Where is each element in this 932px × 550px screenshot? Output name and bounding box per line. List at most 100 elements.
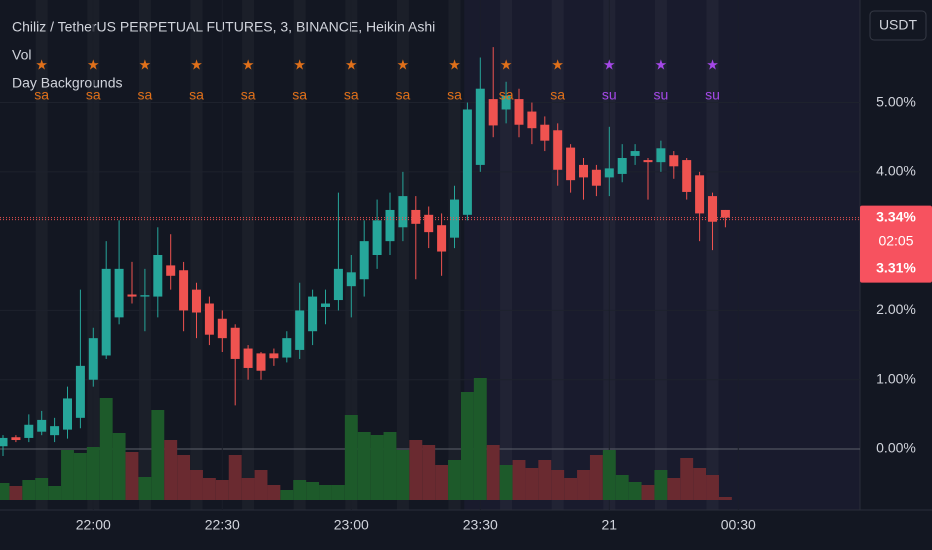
candle-body bbox=[695, 175, 705, 214]
candle-body bbox=[617, 157, 627, 174]
marker-symbol: ★ bbox=[397, 57, 410, 73]
indicator-name[interactable]: Day Backgrounds bbox=[12, 75, 123, 91]
candle-body bbox=[333, 268, 343, 301]
candle-body bbox=[656, 148, 666, 163]
currency-label[interactable]: USDT bbox=[879, 17, 918, 33]
candle-body bbox=[282, 338, 292, 358]
candle-body bbox=[579, 164, 588, 178]
candle-body bbox=[591, 169, 601, 186]
marker-label: sa bbox=[138, 87, 153, 103]
candle-body bbox=[604, 168, 614, 178]
volume-bar bbox=[254, 470, 268, 500]
volume-bar bbox=[499, 465, 513, 500]
candle-body bbox=[243, 348, 253, 368]
day-stripe bbox=[191, 0, 203, 510]
day-stripe bbox=[397, 0, 409, 510]
volume-bar bbox=[396, 450, 410, 500]
indicator-name[interactable]: Vol bbox=[12, 47, 31, 63]
candle-body bbox=[424, 214, 434, 233]
x-tick-label: 23:30 bbox=[463, 517, 498, 533]
marker-label: sa bbox=[189, 87, 204, 103]
price-label-box bbox=[860, 205, 932, 283]
volume-bar bbox=[228, 455, 242, 500]
volume-bar bbox=[112, 433, 126, 500]
marker-symbol: ★ bbox=[551, 57, 564, 73]
volume-bar bbox=[357, 432, 371, 500]
candle-body bbox=[204, 303, 214, 335]
candle-body bbox=[192, 289, 201, 313]
y-tick-label: 5.00% bbox=[876, 93, 916, 109]
candle-body bbox=[372, 220, 382, 255]
marker-label: sa bbox=[241, 87, 256, 103]
candle-body bbox=[269, 353, 279, 359]
marker-symbol: ★ bbox=[603, 57, 616, 73]
price-label: 3.31% bbox=[876, 259, 916, 275]
candle-body bbox=[0, 437, 8, 447]
candle-body bbox=[321, 303, 330, 307]
candle-body bbox=[437, 225, 447, 252]
volume-bar bbox=[138, 477, 152, 500]
day-stripe bbox=[500, 0, 512, 510]
candle-body bbox=[140, 295, 150, 297]
y-tick-label: 0.00% bbox=[876, 440, 916, 456]
marker-symbol: ★ bbox=[242, 57, 255, 73]
marker-symbol: ★ bbox=[655, 57, 668, 73]
day-stripe bbox=[294, 0, 306, 510]
candle-body bbox=[411, 209, 421, 224]
candle-body bbox=[708, 196, 717, 222]
y-tick-label: 2.00% bbox=[876, 301, 916, 317]
candle-body bbox=[256, 353, 266, 371]
day-stripe bbox=[707, 0, 719, 510]
volume-bar bbox=[293, 480, 307, 500]
marker-symbol: ★ bbox=[139, 57, 152, 73]
candle-body bbox=[114, 268, 124, 318]
marker-symbol: ★ bbox=[293, 57, 306, 73]
candle-body bbox=[127, 294, 137, 297]
marker-label: sa bbox=[292, 87, 307, 103]
volume-bar bbox=[190, 470, 203, 500]
currency-button[interactable] bbox=[869, 10, 927, 41]
volume-bar bbox=[370, 435, 384, 500]
candle-body bbox=[462, 109, 472, 215]
marker-label: sa bbox=[344, 87, 359, 103]
volume-bar bbox=[422, 445, 436, 500]
marker-symbol: ★ bbox=[190, 57, 203, 73]
candle-body bbox=[63, 398, 72, 430]
candle-body bbox=[359, 241, 369, 280]
candle-body bbox=[217, 318, 227, 339]
day-stripe bbox=[139, 0, 151, 510]
volume-bar bbox=[615, 475, 629, 500]
candle-body bbox=[630, 151, 640, 156]
volume-bar bbox=[641, 485, 655, 500]
candle-body bbox=[11, 437, 21, 441]
volume-bar bbox=[164, 440, 178, 500]
x-tick-label: 00:30 bbox=[721, 517, 756, 533]
volume-bar bbox=[9, 486, 23, 500]
candle-body bbox=[166, 265, 176, 276]
volume-bar bbox=[706, 475, 719, 500]
volume-bar bbox=[602, 450, 616, 500]
volume-bar bbox=[409, 440, 423, 500]
candle-body bbox=[346, 272, 356, 287]
chart-title: Chiliz / TetherUS PERPETUAL FUTURES, 3, … bbox=[12, 19, 435, 35]
candle-body bbox=[643, 160, 653, 163]
volume-bar bbox=[486, 445, 500, 500]
volume-bar bbox=[86, 447, 100, 500]
volume-bar bbox=[306, 482, 320, 500]
volume-bar bbox=[680, 458, 694, 500]
volume-bar bbox=[564, 478, 578, 500]
y-tick-label: 4.00% bbox=[876, 163, 916, 179]
volume-bar bbox=[628, 482, 642, 500]
volume-bar bbox=[383, 432, 397, 500]
volume-bar bbox=[280, 490, 294, 500]
price-label: 3.34% bbox=[876, 208, 916, 224]
volume-bar bbox=[654, 470, 668, 500]
candle-body bbox=[669, 155, 679, 167]
marker-symbol: ★ bbox=[35, 57, 48, 73]
marker-label: sa bbox=[396, 87, 411, 103]
candle-body bbox=[179, 270, 189, 311]
marker-label: su bbox=[602, 87, 617, 103]
volume-bar bbox=[35, 478, 49, 500]
candle-body bbox=[527, 111, 537, 129]
